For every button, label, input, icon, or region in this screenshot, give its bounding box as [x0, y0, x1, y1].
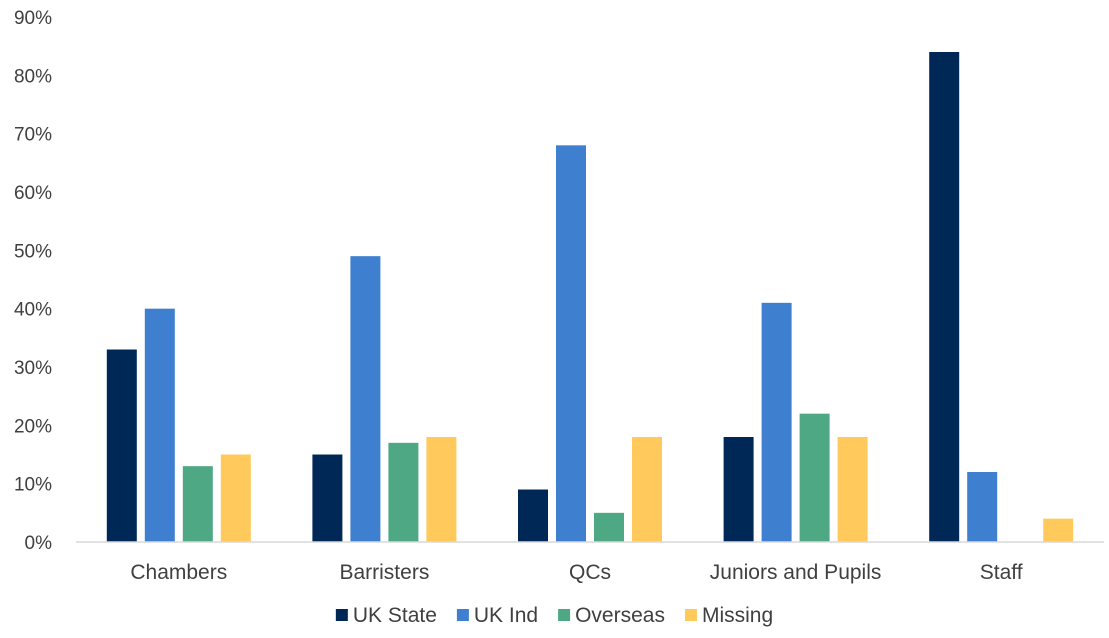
x-tick-label: Staff — [980, 561, 1023, 584]
y-tick-label: 50% — [14, 241, 52, 262]
bar-uk-ind-chambers — [144, 308, 175, 542]
y-tick-label: 10% — [14, 475, 52, 496]
bar-uk-state-qcs — [518, 489, 548, 542]
y-tick-label: 40% — [14, 300, 52, 321]
x-axis-ticks: Chambers Barristers QCs Juniors and Pupils S… — [130, 561, 1022, 584]
legend-swatch-uk-state — [335, 609, 348, 621]
bars — [106, 52, 1074, 543]
bar-missing-barristers — [426, 437, 457, 542]
y-tick-label: 70% — [14, 125, 52, 146]
bar-uk-state-chambers — [106, 349, 137, 542]
bar-overseas-chambers — [182, 466, 213, 542]
y-axis-ticks: 0% 10% 20% 30% 40% 50% 60% 70% 80% 90% — [14, 8, 52, 554]
x-tick-label: Barristers — [339, 561, 429, 584]
bar-uk-ind-juniors-and-pupils — [761, 302, 792, 542]
legend: UK State UK Ind Overseas Missing — [335, 604, 773, 627]
y-tick-label: 60% — [14, 183, 52, 204]
bar-uk-ind-qcs — [556, 145, 586, 543]
bar-uk-ind-staff — [967, 472, 998, 542]
x-tick-label: Juniors and Pupils — [710, 561, 882, 584]
bar-missing-chambers — [220, 454, 251, 542]
bar-uk-state-barristers — [312, 454, 343, 542]
bar-overseas-barristers — [388, 442, 419, 542]
legend-swatch-overseas — [558, 609, 571, 621]
legend-label: Missing — [702, 604, 773, 627]
y-tick-label: 0% — [25, 533, 53, 554]
legend-swatch-missing — [684, 609, 697, 621]
legend-label: UK Ind — [474, 604, 538, 627]
legend-label: Overseas — [575, 604, 665, 627]
legend-label: UK State — [353, 604, 437, 627]
bar-overseas-juniors-and-pupils — [799, 413, 830, 542]
bar-overseas-qcs — [594, 512, 624, 542]
bar-uk-state-staff — [929, 52, 960, 542]
bar-missing-qcs — [632, 437, 662, 542]
bar-missing-juniors-and-pupils — [837, 437, 868, 542]
x-tick-label: Chambers — [130, 561, 227, 584]
bar-missing-staff — [1043, 518, 1074, 542]
legend-swatch-uk-ind — [456, 609, 469, 621]
y-tick-label: 30% — [14, 358, 52, 379]
y-tick-label: 80% — [14, 66, 52, 87]
bar-uk-state-juniors-and-pupils — [723, 437, 754, 542]
bar-uk-ind-barristers — [350, 256, 381, 542]
y-tick-label: 90% — [14, 8, 52, 29]
y-tick-label: 20% — [14, 416, 52, 437]
x-tick-label: QCs — [569, 561, 611, 584]
